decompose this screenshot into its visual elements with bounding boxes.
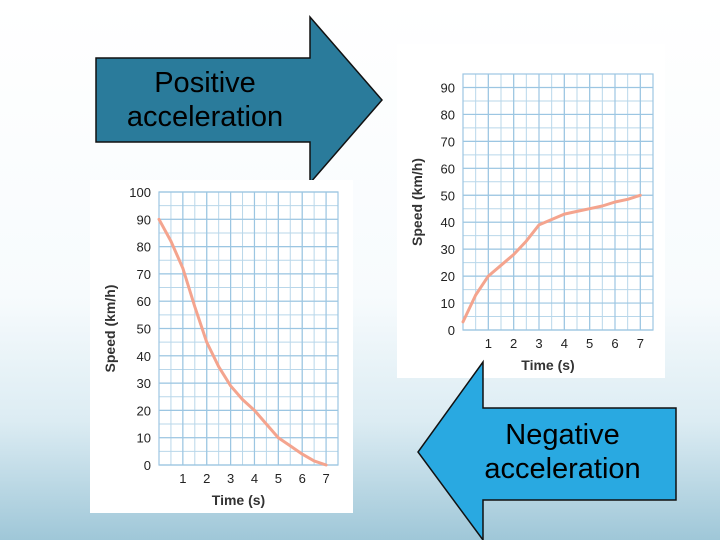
x-tick-label: 3 bbox=[535, 336, 542, 351]
y-tick-label: 10 bbox=[441, 296, 455, 311]
y-tick-label: 50 bbox=[137, 322, 151, 337]
y-tick-label: 100 bbox=[129, 185, 151, 200]
x-tick-label: 2 bbox=[203, 471, 210, 486]
y-tick-label: 90 bbox=[441, 80, 455, 95]
x-axis-label: Time (s) bbox=[521, 357, 574, 373]
chart-decreasing-svg: 0 10 20 30 40 50 60 70 80 90 100 1 2 3 4 5 6 7 Time (s) Spe… bbox=[102, 185, 339, 508]
y-tick-label: 0 bbox=[448, 323, 455, 338]
y-tick-label: 70 bbox=[441, 134, 455, 149]
x-tick-label: 6 bbox=[611, 336, 618, 351]
speed-time-chart-decreasing: 0 10 20 30 40 50 60 70 80 90 100 1 2 3 4 5 6 7 Time (s) Spe… bbox=[90, 180, 353, 513]
y-tick-label: 20 bbox=[441, 269, 455, 284]
y-tick-label: 60 bbox=[441, 161, 455, 176]
y-tick-label: 70 bbox=[137, 267, 151, 282]
y-axis-label: Speed (km/h) bbox=[102, 285, 118, 373]
negative-acceleration-label: Negative acceleration bbox=[484, 419, 641, 485]
chart-increasing-svg: 0 10 20 30 40 50 60 70 80 90 1 2 3 4 5 6 7 Time (s) Speed … bbox=[409, 73, 654, 373]
plot-frame bbox=[158, 191, 339, 466]
x-tick-label: 5 bbox=[275, 471, 282, 486]
y-tick-label: 40 bbox=[137, 349, 151, 364]
speed-series-line bbox=[461, 193, 642, 324]
y-tick-label: 30 bbox=[137, 376, 151, 391]
plot-frame bbox=[462, 73, 654, 331]
speed-time-chart-increasing: 0 10 20 30 40 50 60 70 80 90 1 2 3 4 5 6 7 Time (s) Speed … bbox=[397, 44, 665, 378]
y-tick-label: 50 bbox=[441, 188, 455, 203]
x-tick-label: 4 bbox=[251, 471, 258, 486]
x-axis-label: Time (s) bbox=[212, 492, 265, 508]
x-tick-label: 2 bbox=[510, 336, 517, 351]
y-tick-label: 10 bbox=[137, 431, 151, 446]
speed-series-line bbox=[157, 217, 328, 467]
y-tick-label: 80 bbox=[441, 107, 455, 122]
y-tick-label: 30 bbox=[441, 242, 455, 257]
x-tick-label: 5 bbox=[586, 336, 593, 351]
y-tick-label: 80 bbox=[137, 240, 151, 255]
y-tick-label: 90 bbox=[137, 212, 151, 227]
x-tick-label: 1 bbox=[179, 471, 186, 486]
x-tick-label: 3 bbox=[227, 471, 234, 486]
x-tick-label: 1 bbox=[485, 336, 492, 351]
x-tick-label: 6 bbox=[299, 471, 306, 486]
y-tick-label: 40 bbox=[441, 215, 455, 230]
positive-acceleration-label: Positive acceleration bbox=[126, 67, 284, 133]
x-tick-label: 4 bbox=[561, 336, 568, 351]
y-axis-label: Speed (km/h) bbox=[409, 158, 425, 246]
x-tick-label: 7 bbox=[322, 471, 329, 486]
y-tick-label: 60 bbox=[137, 294, 151, 309]
x-tick-label: 7 bbox=[637, 336, 644, 351]
y-tick-label: 20 bbox=[137, 403, 151, 418]
y-tick-label: 0 bbox=[144, 458, 151, 473]
